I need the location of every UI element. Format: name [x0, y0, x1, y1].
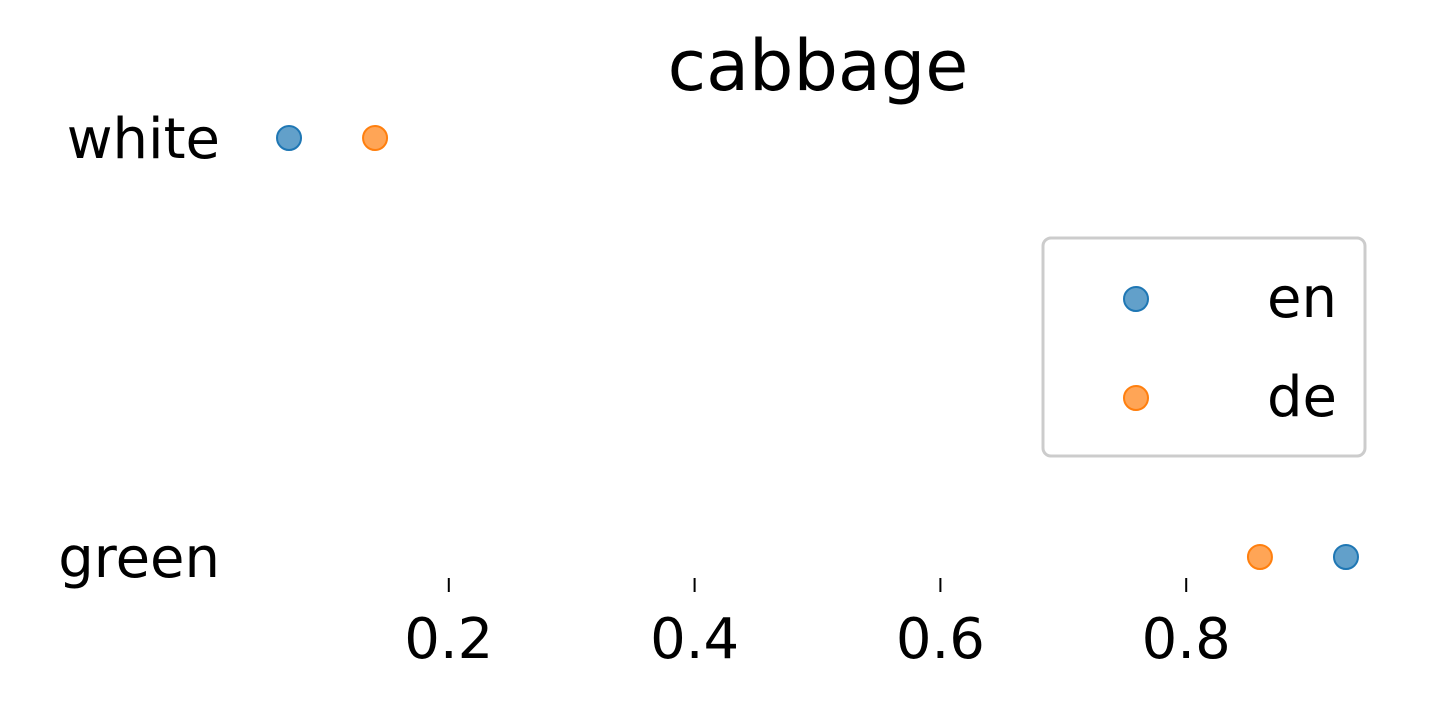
legend-marker-en	[1123, 286, 1149, 312]
point-de-green	[1246, 544, 1273, 570]
legend-marker-de	[1123, 385, 1149, 411]
x-axis: 0.2 0.4 0.6 0.8	[404, 578, 1231, 672]
x-tick-label: 0.8	[1142, 607, 1231, 672]
legend-label-de: de	[1267, 365, 1337, 430]
point-en-white	[276, 125, 303, 151]
point-de-white	[362, 125, 389, 151]
y-tick-label-white: white	[67, 107, 220, 172]
y-axis-labels: white green	[58, 107, 220, 591]
y-tick-label-green: green	[58, 526, 220, 591]
chart-title: cabbage	[668, 25, 969, 107]
x-tick-label: 0.6	[896, 607, 985, 672]
legend: en de	[1041, 236, 1367, 458]
x-tick-label: 0.4	[650, 607, 739, 672]
point-en-green	[1332, 544, 1359, 570]
data-points	[276, 125, 1359, 570]
x-tick-label: 0.2	[404, 607, 493, 672]
legend-label-en: en	[1267, 266, 1337, 331]
